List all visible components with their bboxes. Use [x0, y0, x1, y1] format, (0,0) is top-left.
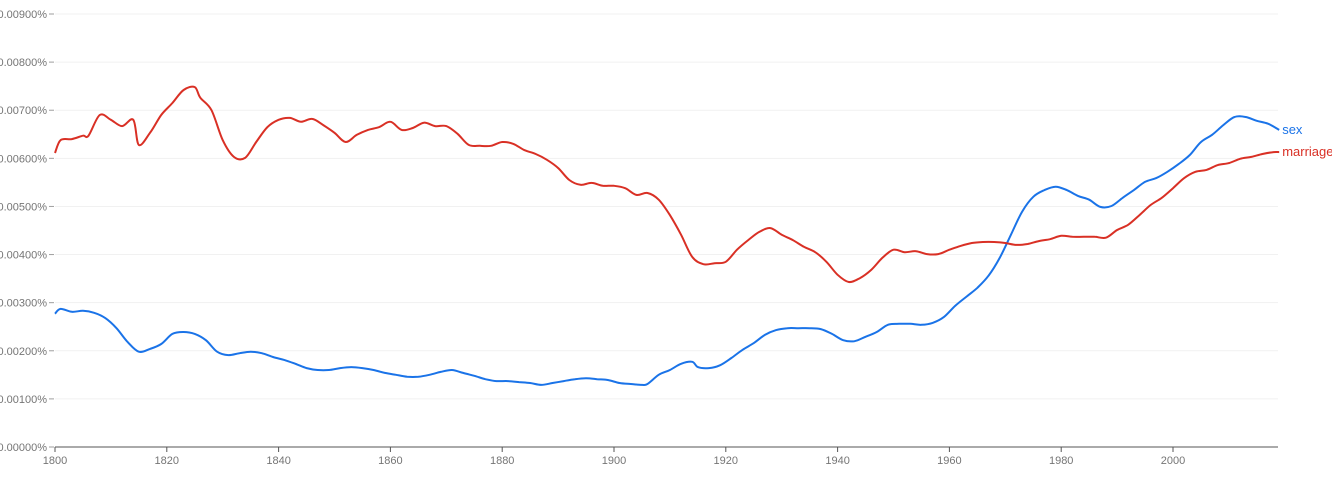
- y-tick-label: 0.00500%: [0, 201, 47, 213]
- y-tick-label: 0.00700%: [0, 105, 47, 117]
- y-tick-label: 0.00800%: [0, 57, 47, 69]
- x-tick-label: 1940: [825, 455, 849, 467]
- x-tick-label: 1980: [1049, 455, 1073, 467]
- x-tick-label: 1800: [43, 455, 67, 467]
- series-line-sex: [54, 115, 1280, 387]
- y-tick-label: 0.00300%: [0, 298, 47, 310]
- x-tick-label: 1820: [155, 455, 179, 467]
- y-axis: 0.00000% 0.00100% 0.00200% 0.00300% 0.00400%…: [0, 9, 54, 454]
- y-tick-label: 0.00000%: [0, 442, 47, 454]
- x-tick-label: 1900: [602, 455, 626, 467]
- series-label-marriage: marriage: [1282, 144, 1332, 159]
- x-tick-label: 1960: [937, 455, 961, 467]
- x-tick-label: 2000: [1161, 455, 1185, 467]
- y-tick-label: 0.00900%: [0, 9, 47, 21]
- y-tick-label: 0.00400%: [0, 250, 47, 262]
- x-tick-label: 1880: [490, 455, 514, 467]
- x-tick-label: 1840: [266, 455, 290, 467]
- y-tick-label: 0.00100%: [0, 394, 47, 406]
- x-tick-label: 1920: [714, 455, 738, 467]
- series-label-sex: sex: [1282, 122, 1303, 137]
- series-lines: [54, 85, 1280, 387]
- series-line-marriage: [54, 85, 1280, 284]
- series-labels: sex marriage: [1282, 122, 1332, 159]
- y-tick-label: 0.00600%: [0, 153, 47, 165]
- x-tick-label: 1860: [378, 455, 402, 467]
- y-tick-label: 0.00200%: [0, 346, 47, 358]
- gridlines: [55, 13, 1278, 400]
- x-axis: 1800 1820 1840 1860 1880 1900 1920 1940 1960 1980…: [43, 446, 1278, 467]
